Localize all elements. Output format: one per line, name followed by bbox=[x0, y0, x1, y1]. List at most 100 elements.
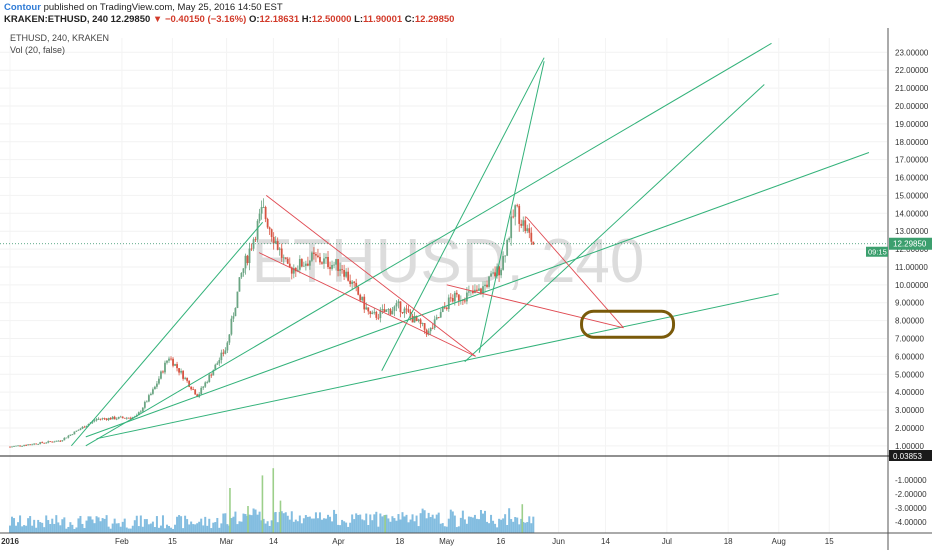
close-label: C: bbox=[404, 14, 415, 25]
candle-body bbox=[204, 382, 207, 387]
current-price-text: 12.29850 bbox=[893, 240, 927, 249]
volume-bar bbox=[349, 522, 352, 533]
y-tick-label: 14.00000 bbox=[895, 209, 929, 218]
volume-bar bbox=[459, 517, 462, 533]
candle-body bbox=[500, 269, 503, 276]
volume-bar bbox=[510, 519, 513, 533]
candle-body bbox=[431, 327, 434, 329]
volume-bar bbox=[105, 515, 108, 533]
candle-body bbox=[154, 386, 156, 390]
candle-body bbox=[335, 259, 337, 265]
trend-line-red[interactable] bbox=[258, 252, 476, 357]
candle-body bbox=[325, 256, 327, 259]
volume-bar bbox=[17, 522, 20, 533]
volume-bar bbox=[451, 511, 454, 533]
trend-line-green[interactable] bbox=[464, 84, 765, 363]
candle-body bbox=[107, 417, 110, 420]
candle-body bbox=[313, 252, 315, 254]
symbol-watermark: ETHUSD, 240 bbox=[252, 227, 645, 296]
trend-line-green[interactable] bbox=[85, 42, 772, 447]
candle-body bbox=[264, 206, 267, 220]
volume-bar bbox=[129, 528, 132, 533]
volume-bar bbox=[190, 521, 193, 533]
volume-bar bbox=[479, 509, 482, 533]
volume-bar bbox=[153, 527, 156, 533]
volume-bar bbox=[337, 524, 340, 533]
candle-body bbox=[528, 228, 531, 233]
volume-bar bbox=[292, 521, 295, 533]
volume-bar bbox=[149, 523, 152, 533]
volume-bar bbox=[369, 514, 372, 533]
x-tick-label: Apr bbox=[332, 537, 345, 546]
volume-bar bbox=[403, 516, 406, 533]
candle-body bbox=[103, 418, 106, 420]
candle-body bbox=[196, 394, 199, 397]
candle-body bbox=[262, 206, 265, 208]
candle-body bbox=[343, 269, 346, 277]
volume-bar bbox=[208, 518, 211, 533]
volume-bar bbox=[103, 518, 106, 533]
volume-bar bbox=[258, 511, 261, 533]
volume-bar bbox=[433, 518, 436, 533]
candle-body bbox=[530, 232, 533, 242]
x-tick-label: 16 bbox=[496, 537, 505, 546]
volume-bar bbox=[174, 524, 177, 533]
x-tick-label: Feb bbox=[115, 537, 129, 546]
candle-body bbox=[242, 268, 245, 273]
price-chart[interactable]: ETHUSD, 240 23.00000 22.00000 21.00000 20.0… bbox=[0, 28, 932, 550]
candle-body bbox=[172, 358, 174, 366]
volume-bar bbox=[294, 519, 297, 533]
volume-bar bbox=[469, 516, 472, 533]
candle-body bbox=[51, 441, 54, 443]
volume-bar bbox=[343, 521, 346, 533]
trend-line-green[interactable] bbox=[478, 61, 545, 353]
volume-bar bbox=[508, 508, 511, 533]
author-link[interactable]: Contour bbox=[4, 2, 41, 13]
volume-indicator-label[interactable]: Vol (20, false) bbox=[10, 45, 66, 55]
highlight-ellipse[interactable] bbox=[580, 309, 676, 339]
candle-body bbox=[369, 311, 372, 314]
candle-body bbox=[127, 417, 130, 419]
volume-bar bbox=[391, 516, 394, 533]
candle-body bbox=[308, 260, 311, 266]
published-text: published on TradingView.com, May 25, 20… bbox=[43, 2, 283, 13]
volume-bar bbox=[395, 520, 398, 533]
volume-bar bbox=[254, 509, 257, 533]
y-tick-label: 15.00000 bbox=[895, 191, 929, 200]
candle-body bbox=[437, 317, 440, 319]
volume-bar bbox=[314, 512, 317, 533]
trend-line-green[interactable] bbox=[85, 152, 870, 438]
candle-body bbox=[168, 358, 170, 361]
candle-body bbox=[65, 437, 68, 439]
volume-bar bbox=[276, 522, 279, 533]
high-label: H: bbox=[301, 14, 312, 25]
candle-body bbox=[137, 412, 140, 416]
trend-line-red[interactable] bbox=[525, 216, 624, 329]
y-tick-label: 3.00000 bbox=[895, 406, 924, 415]
candle-body bbox=[61, 440, 64, 442]
volume-bar bbox=[45, 515, 48, 533]
volume-bar bbox=[31, 525, 34, 533]
trend-line-red[interactable] bbox=[265, 195, 476, 357]
candle-body bbox=[95, 419, 98, 421]
chart-header: Contour published on TradingView.com, Ma… bbox=[0, 0, 932, 28]
candle-body bbox=[302, 265, 305, 267]
trend-line-green[interactable] bbox=[381, 57, 545, 371]
candle-body bbox=[258, 213, 261, 221]
volume-bar bbox=[494, 523, 497, 533]
volume-bar bbox=[490, 514, 493, 533]
candle-body bbox=[240, 272, 243, 278]
candle-body bbox=[125, 417, 128, 419]
candle-body bbox=[371, 312, 374, 314]
volume-bar bbox=[99, 521, 102, 533]
trend-line-green[interactable] bbox=[70, 221, 264, 447]
volume-bar bbox=[43, 527, 46, 533]
candle-body bbox=[449, 297, 452, 299]
trend-line-green[interactable] bbox=[96, 293, 779, 440]
candle-body bbox=[512, 216, 515, 218]
volume-bar bbox=[381, 516, 384, 533]
trend-line-red[interactable] bbox=[446, 284, 624, 329]
volume-bar bbox=[141, 526, 144, 533]
x-tick-label: Jul bbox=[662, 537, 672, 546]
candle-body bbox=[296, 269, 299, 272]
